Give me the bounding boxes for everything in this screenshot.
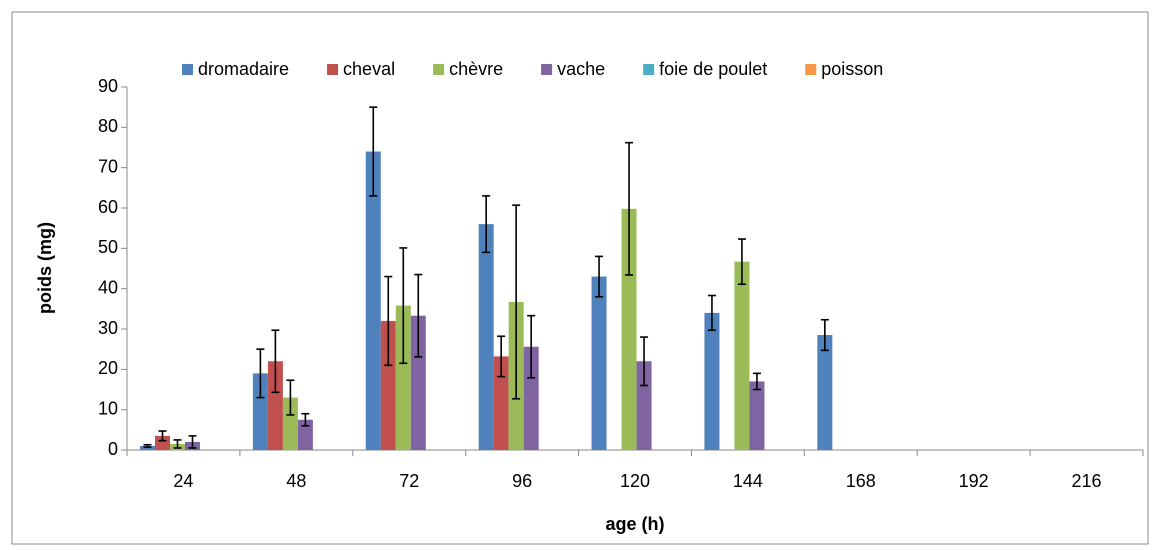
bar: [365, 151, 381, 451]
bar: [267, 361, 283, 450]
error-bar: [271, 329, 280, 394]
bar: [493, 356, 509, 450]
legend-swatch: [541, 64, 553, 75]
error-bar: [737, 238, 746, 286]
legend-swatch: [805, 64, 817, 75]
error-bar: [301, 412, 310, 427]
y-tick-label: 60: [98, 197, 118, 217]
bar: [749, 381, 765, 450]
error-bar: [188, 435, 197, 449]
bar: [140, 445, 155, 450]
x-tick-label: 120: [620, 471, 650, 491]
bar: [410, 315, 426, 450]
error-bar: [482, 195, 491, 254]
legend-swatch: [643, 64, 655, 75]
error-bar: [384, 275, 393, 367]
y-tick-label: 10: [98, 398, 118, 418]
error-bar: [625, 141, 634, 276]
x-axis-label: age (h): [605, 514, 664, 534]
legend-swatch: [433, 64, 445, 75]
y-tick-label: 90: [98, 76, 118, 96]
bar: [621, 208, 637, 450]
y-axis-label: poids (mg): [35, 222, 55, 314]
legend-label: dromadaire: [198, 59, 289, 79]
bar: [395, 305, 411, 450]
bar: [252, 373, 268, 450]
bar: [478, 224, 494, 450]
y-tick-label: 40: [98, 277, 118, 297]
legend-label: poisson: [821, 59, 883, 79]
error-bar: [752, 372, 761, 391]
x-tick-label: 96: [512, 471, 532, 491]
error-bar: [497, 335, 506, 378]
error-bar: [286, 379, 295, 416]
legend-label: chèvre: [449, 59, 503, 79]
x-tick-label: 192: [959, 471, 989, 491]
x-tick-label: 24: [173, 471, 193, 491]
y-tick-label: 80: [98, 116, 118, 136]
bar: [155, 435, 170, 450]
chart-frame: [11, 11, 1149, 545]
error-bar: [256, 348, 265, 399]
bar: [817, 335, 833, 450]
bar: [282, 397, 298, 450]
legend-swatch: [327, 64, 339, 75]
error-bar: [595, 255, 604, 298]
legend-label: vache: [557, 59, 605, 79]
bar: [591, 276, 607, 450]
error-bar: [158, 430, 167, 442]
error-bar: [173, 439, 182, 449]
error-bar: [414, 273, 423, 358]
y-tick-label: 30: [98, 318, 118, 338]
x-tick-label: 168: [846, 471, 876, 491]
legend-label: foie de poulet: [659, 59, 767, 79]
legend-swatch: [182, 64, 193, 75]
error-bar: [640, 336, 649, 387]
bar: [380, 320, 396, 450]
bar: [297, 419, 313, 450]
x-tick-label: 144: [733, 471, 763, 491]
error-bar: [512, 204, 521, 400]
error-bar: [820, 318, 829, 352]
bar: [523, 346, 539, 450]
y-tick-label: 70: [98, 156, 118, 176]
y-tick-label: 0: [108, 439, 118, 459]
legend-label: cheval: [343, 59, 395, 79]
x-tick-label: 72: [399, 471, 419, 491]
error-bar: [143, 443, 152, 448]
bar: [636, 361, 652, 450]
bar: [734, 261, 750, 450]
bar: [704, 312, 720, 450]
y-tick-label: 20: [98, 358, 118, 378]
x-tick-label: 48: [286, 471, 306, 491]
error-bar: [707, 294, 716, 332]
error-bar: [399, 247, 408, 365]
error-bar: [369, 106, 378, 197]
error-bar: [527, 314, 536, 379]
y-tick-label: 50: [98, 237, 118, 257]
x-tick-label: 216: [1072, 471, 1102, 491]
